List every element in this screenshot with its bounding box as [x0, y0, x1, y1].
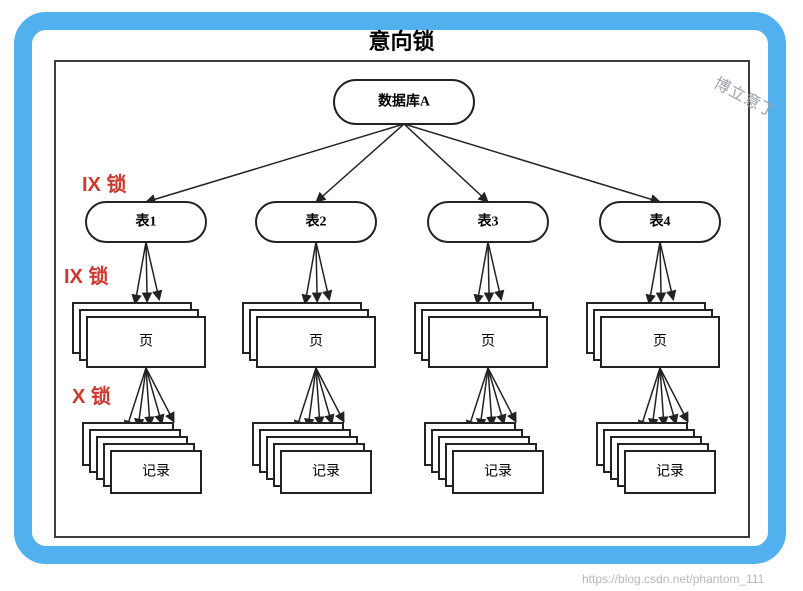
- record-stack-2: 记录: [253, 423, 371, 493]
- page-stack-2: 页: [243, 303, 375, 367]
- svg-text:记录: 记录: [656, 464, 684, 480]
- svg-text:记录: 记录: [142, 464, 170, 480]
- svg-text:表1: 表1: [135, 213, 157, 230]
- svg-text:表3: 表3: [477, 213, 499, 230]
- table-node-3: 表3: [428, 202, 548, 242]
- inner-panel: 数据库A 表1 表2 表3 表4 页 页 页 页记录 记录 记录 记录: [54, 60, 750, 538]
- lock-label-ix-page: IX 锁: [64, 260, 108, 289]
- page-stack-1: 页: [73, 303, 205, 367]
- lock-label-ix-table: IX 锁: [82, 168, 126, 197]
- svg-text:页: 页: [653, 335, 667, 350]
- page-stack-3: 页: [415, 303, 547, 367]
- source-url: https://blog.csdn.net/phantom_111: [582, 572, 764, 586]
- svg-text:页: 页: [139, 335, 153, 350]
- svg-text:表4: 表4: [649, 213, 671, 230]
- tree-diagram: 数据库A 表1 表2 表3 表4 页 页 页 页记录 记录 记录 记录: [56, 62, 752, 540]
- diagram-title: 意向锁: [0, 24, 803, 56]
- svg-text:数据库A: 数据库A: [378, 93, 431, 110]
- lock-label-x-record: X 锁: [72, 380, 111, 409]
- table-node-1: 表1: [86, 202, 206, 242]
- table-node-2: 表2: [256, 202, 376, 242]
- svg-text:表2: 表2: [305, 213, 327, 230]
- record-stack-3: 记录: [425, 423, 543, 493]
- svg-text:记录: 记录: [312, 464, 340, 480]
- svg-text:记录: 记录: [484, 464, 512, 480]
- svg-text:页: 页: [481, 335, 495, 350]
- page-stack-4: 页: [587, 303, 719, 367]
- record-stack-1: 记录: [83, 423, 201, 493]
- record-stack-4: 记录: [597, 423, 715, 493]
- root-node: 数据库A: [334, 80, 474, 124]
- table-node-4: 表4: [600, 202, 720, 242]
- svg-text:页: 页: [309, 335, 323, 350]
